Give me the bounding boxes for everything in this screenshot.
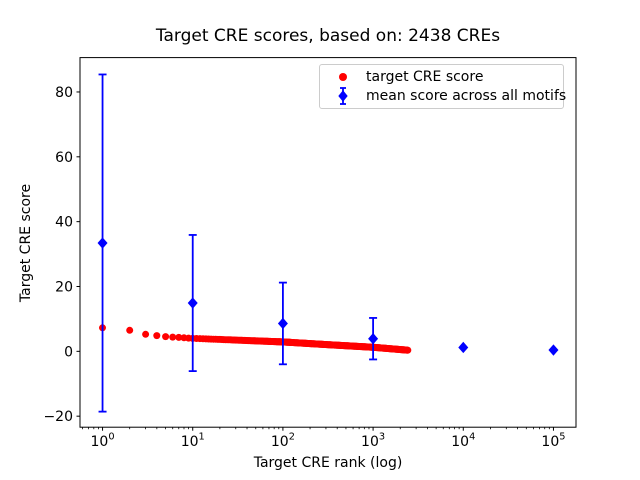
x-tick-label: 104 — [451, 432, 475, 451]
y-tick-label: 60 — [55, 150, 73, 166]
axis-ticks: 100 101 102 103 104 105 −20 0 20 40 60 80 — [43, 85, 565, 450]
blue-diamond-point — [458, 341, 469, 354]
x-tick-label: 105 — [541, 432, 565, 451]
y-tick-label: 80 — [55, 85, 73, 101]
y-tick-label: −20 — [43, 409, 73, 425]
legend-item-target-cre-score: target CRE score — [320, 67, 563, 86]
plot-border — [79, 57, 577, 428]
x-tick-label: 102 — [271, 432, 295, 451]
blue-diamond-point — [277, 317, 288, 330]
x-tick-label: 100 — [91, 432, 115, 451]
chart-title: Target CRE scores, based on: 2438 CREs — [155, 26, 501, 46]
red-scatter-series — [99, 324, 412, 354]
legend-label: mean score across all motifs — [366, 88, 567, 104]
red-circle-marker-icon — [320, 68, 366, 86]
legend-box: target CRE score mean score across all m… — [319, 64, 567, 109]
blue-diamond-point — [187, 297, 198, 309]
blue-diamond-point — [368, 332, 379, 345]
x-axis-label: Target CRE rank (log) — [253, 455, 403, 471]
y-tick-label: 40 — [55, 215, 73, 231]
y-tick-label: 20 — [55, 279, 73, 295]
blue-diamond-point — [97, 237, 108, 249]
y-tick-label: 0 — [64, 344, 73, 360]
x-tick-label: 103 — [361, 432, 385, 451]
y-axis-label: Target CRE score — [18, 183, 34, 303]
legend-item-mean-score: mean score across all motifs — [320, 86, 567, 106]
legend-label: target CRE score — [366, 68, 484, 85]
blue-diamond-point — [548, 344, 559, 356]
blue-diamond-errorbar-marker-icon — [320, 86, 366, 106]
x-tick-label: 101 — [181, 432, 205, 451]
blue-errorbar-series — [97, 73, 559, 413]
